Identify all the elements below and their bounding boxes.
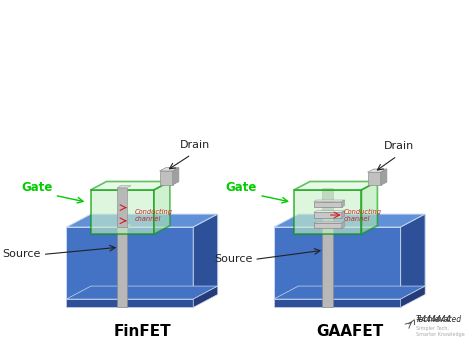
Polygon shape [274, 214, 425, 227]
Polygon shape [66, 214, 218, 227]
Text: Conducting
channel: Conducting channel [135, 209, 173, 222]
Polygon shape [322, 225, 338, 227]
Text: Drain: Drain [384, 142, 414, 151]
Polygon shape [66, 227, 193, 299]
Polygon shape [91, 182, 170, 190]
Text: Conducting
channel: Conducting channel [344, 209, 382, 222]
Polygon shape [294, 182, 377, 190]
Polygon shape [314, 212, 342, 218]
Polygon shape [401, 214, 425, 299]
Polygon shape [314, 223, 342, 228]
Text: GAAFET: GAAFET [316, 324, 383, 339]
Polygon shape [368, 169, 387, 172]
Polygon shape [117, 225, 132, 227]
Polygon shape [314, 202, 342, 207]
Text: Gate: Gate [226, 181, 257, 194]
Polygon shape [117, 188, 128, 227]
Polygon shape [314, 221, 345, 223]
Text: FinFET: FinFET [113, 324, 171, 339]
Text: Techlevated: Techlevated [416, 315, 462, 325]
Polygon shape [154, 182, 170, 234]
Polygon shape [401, 286, 425, 307]
Polygon shape [160, 171, 173, 185]
Polygon shape [294, 190, 362, 234]
Polygon shape [342, 210, 345, 218]
Polygon shape [173, 168, 179, 185]
Polygon shape [314, 200, 345, 202]
Polygon shape [322, 188, 333, 227]
Polygon shape [117, 227, 128, 307]
Text: Simpler Tech,
Smarter Knowledge: Simpler Tech, Smarter Knowledge [416, 326, 465, 337]
Polygon shape [314, 210, 345, 212]
Text: Gate: Gate [21, 181, 53, 194]
Text: Source: Source [214, 254, 252, 264]
Polygon shape [381, 169, 387, 185]
Polygon shape [193, 214, 218, 299]
Polygon shape [66, 299, 193, 307]
Polygon shape [362, 182, 377, 234]
Polygon shape [342, 200, 345, 207]
Polygon shape [274, 227, 401, 299]
Polygon shape [274, 299, 401, 307]
Polygon shape [368, 172, 381, 185]
Polygon shape [117, 186, 131, 188]
Polygon shape [322, 227, 333, 307]
Polygon shape [160, 168, 179, 171]
Polygon shape [66, 286, 218, 299]
Text: #444444: #444444 [416, 315, 451, 325]
Text: Drain: Drain [180, 140, 210, 150]
Text: Source: Source [2, 250, 41, 259]
Polygon shape [193, 286, 218, 307]
Polygon shape [274, 286, 425, 299]
Polygon shape [342, 221, 345, 228]
Polygon shape [91, 190, 154, 234]
